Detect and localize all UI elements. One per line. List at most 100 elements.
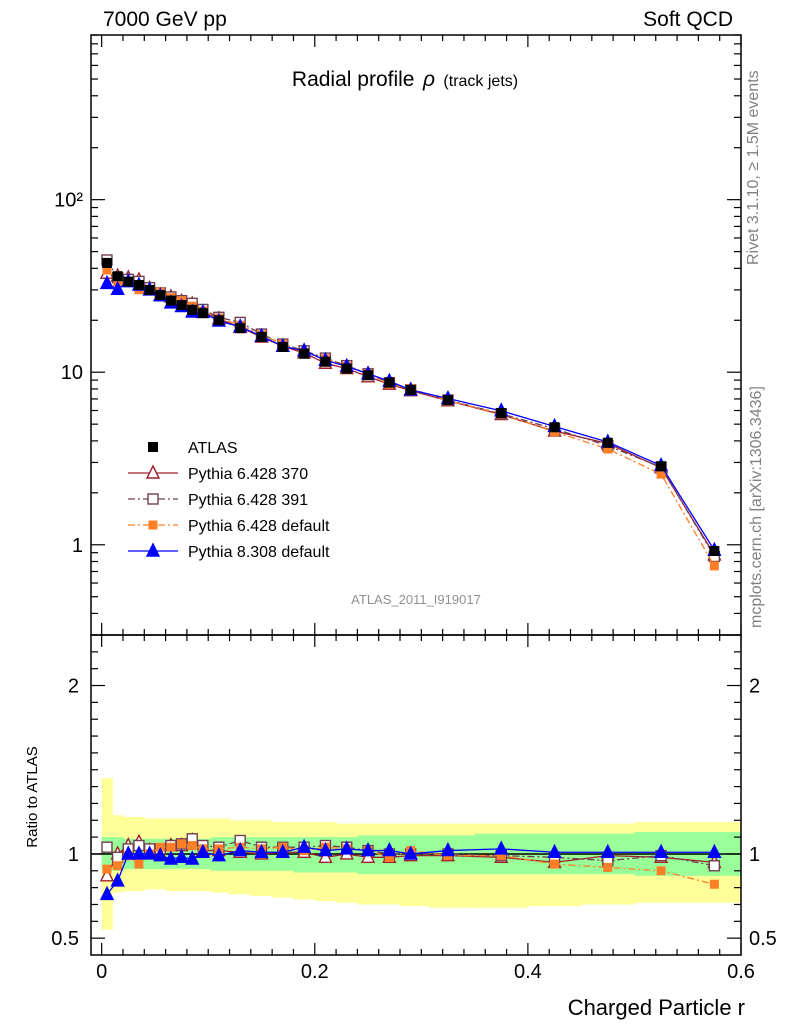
data-point: [341, 363, 352, 374]
ratio-marker: [360, 848, 376, 864]
ratio-marker: [600, 843, 615, 858]
header-left: 7000 GeV pp: [103, 8, 227, 31]
data-point: [165, 295, 176, 306]
analysis-watermark: ATLAS_2011_I919017: [351, 592, 481, 607]
data-point: [384, 377, 395, 388]
ratio-marker: [707, 843, 722, 858]
plot-title-suffix: (track jets): [443, 73, 518, 90]
ratio-y-tick-label: 1: [749, 844, 760, 866]
ratio-marker: [339, 840, 354, 855]
legend: ATLAS Pythia 6.428 370 Pythia 6.428 391 Pyt…: [128, 440, 330, 561]
ratio-marker: [603, 862, 613, 872]
data-point: [187, 304, 198, 315]
ratio-marker: [121, 845, 136, 860]
ratio-marker: [99, 867, 115, 882]
ratio-marker: [296, 838, 312, 853]
header-right: Soft QCD: [643, 8, 733, 31]
ratio-marker: [187, 841, 197, 851]
plot-title-symbol: ρ: [422, 68, 435, 91]
ratio-marker: [318, 842, 333, 857]
ratio-marker: [102, 864, 112, 874]
ratio-marker: [275, 843, 290, 858]
ratio-marker: [709, 879, 719, 889]
ratio-marker: [382, 842, 397, 857]
y-axis-tick-label: 10²: [54, 190, 83, 212]
ratio-marker: [656, 866, 666, 876]
ratio-marker: [496, 851, 506, 861]
y-axis-tick-label: 1: [72, 535, 83, 557]
x-axis-tick-label: 0.2: [301, 961, 329, 983]
ratio-marker: [494, 840, 509, 855]
data-point: [101, 257, 112, 268]
data-point: [496, 408, 507, 419]
legend-marker: [145, 464, 161, 479]
ratio-marker: [134, 859, 144, 869]
ratio-marker: [195, 843, 211, 858]
legend-marker: [145, 542, 161, 557]
data-point: [656, 461, 667, 472]
legend-label: Pythia 6.428 default: [188, 518, 330, 535]
series-marker: [99, 274, 115, 290]
ratio-y-tick-label: 0.5: [51, 928, 79, 950]
data-point: [144, 284, 155, 295]
ratio-marker: [708, 860, 721, 872]
data-point: [602, 437, 613, 448]
data-point: [299, 348, 310, 359]
ratio-marker: [142, 845, 157, 860]
ratio-marker: [113, 861, 123, 871]
series-marker: [102, 265, 112, 275]
legend-label: ATLAS: [188, 440, 238, 457]
legend-marker: [148, 520, 158, 530]
ratio-marker: [131, 845, 147, 860]
legend-label: Pythia 6.428 391: [188, 492, 308, 509]
series-marker: [603, 444, 613, 454]
ratio-marker: [233, 842, 248, 857]
series-marker: [709, 561, 719, 571]
ratio-marker: [211, 847, 227, 862]
ratio-marker: [547, 843, 562, 858]
x-axis-label: Charged Particle r: [568, 995, 745, 1020]
ratio-y-tick-label: 2: [68, 676, 79, 698]
ratio-marker: [166, 842, 176, 852]
plot-title-main: Radial profile: [292, 68, 415, 91]
ratio-marker: [99, 885, 115, 901]
ratio-marker: [174, 848, 189, 864]
series-marker: [656, 469, 666, 479]
ratio-marker: [254, 843, 269, 858]
ratio-y-tick-label: 2: [749, 676, 760, 698]
ratio-marker: [318, 848, 333, 864]
data-point: [155, 290, 166, 301]
data-point: [176, 300, 187, 311]
data-point: [277, 342, 288, 353]
data-point: [133, 280, 144, 291]
data-point: [256, 331, 267, 342]
main-plot: 1 10 10² Radial profile ρ (track jets) ATL…: [54, 34, 742, 636]
legend-label: Pythia 6.428 370: [188, 466, 308, 483]
series-marker: [110, 280, 125, 295]
ratio-marker: [403, 845, 418, 860]
series-line: [106, 280, 715, 551]
ratio-marker: [111, 851, 124, 864]
plot-title: Radial profile ρ (track jets): [292, 68, 518, 91]
data-point: [549, 422, 560, 433]
ratio-marker: [101, 841, 113, 853]
data-point: [112, 271, 123, 282]
ratio-y-tick-label: 1: [68, 844, 79, 866]
ratio-y-axis-label: Ratio to ATLAS: [24, 746, 41, 847]
ratio-marker: [110, 872, 125, 887]
ratio-marker: [653, 843, 669, 858]
x-axis-tick-label: 0.4: [514, 961, 542, 983]
legend-label: Pythia 8.308 default: [188, 544, 330, 561]
x-axis-tick-label: 0: [96, 961, 107, 983]
data-point: [709, 546, 720, 557]
x-axis-tick-label: 0.6: [727, 961, 755, 983]
data-point: [363, 370, 374, 381]
ratio-marker: [440, 842, 456, 857]
y-axis-tick-label: 10: [61, 362, 83, 384]
ratio-marker: [163, 850, 179, 865]
ratio-marker: [185, 850, 200, 865]
legend-marker: [147, 493, 159, 505]
ratio-marker: [360, 842, 376, 857]
ratio-plot-frame: [90, 634, 742, 956]
